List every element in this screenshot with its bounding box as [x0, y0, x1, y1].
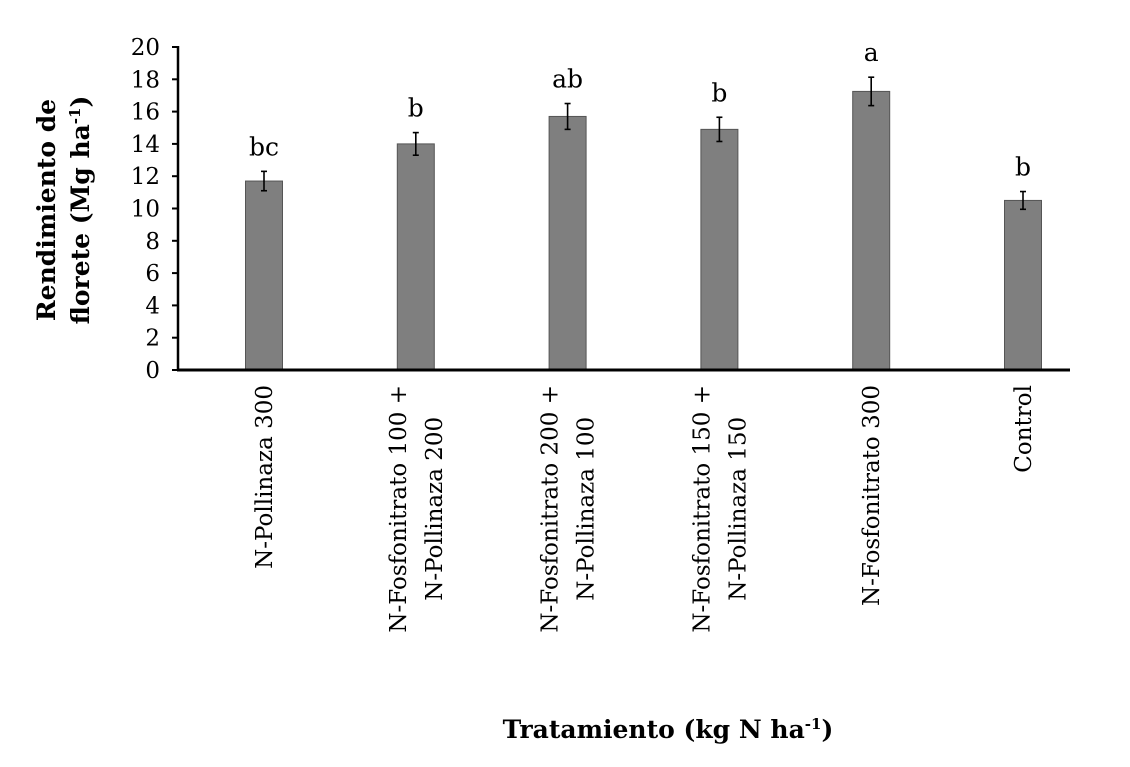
bar [396, 143, 435, 371]
y-tick-label: 4 [145, 293, 160, 319]
significance-letter: bc [249, 132, 279, 161]
category-label: N-Fosfonitrato 300 [859, 385, 885, 606]
bar [700, 128, 739, 371]
category-label: Control [1011, 385, 1037, 473]
x-axis-title: Tratamiento (kg N ha-1) [503, 715, 834, 744]
bar [852, 90, 891, 371]
significance-letter: b [1015, 153, 1031, 182]
category-label-line: N-Pollinaza 150 [725, 417, 751, 601]
category-label-line: N-Fosfonitrato 200 + [538, 385, 564, 633]
y-tick-label: 10 [131, 197, 160, 223]
y-axis-title-line2: florete (Mg ha-1) [66, 96, 95, 325]
y-tick-label: 14 [131, 132, 160, 158]
category-label: N-Fosfonitrato 150 + N-Pollinaza 150 [689, 385, 751, 633]
bar [548, 115, 587, 371]
category-label: N-Pollinaza 300 [252, 385, 278, 569]
category-label: N-Fosfonitrato 200 + N-Pollinaza 100 [538, 385, 600, 633]
category-label-line: N-Pollinaza 100 [574, 417, 600, 601]
y-tick-label: 8 [145, 229, 160, 255]
y-tick-label: 12 [131, 164, 160, 190]
y-tick-label: 0 [145, 358, 160, 384]
y-tick-label: 2 [145, 326, 160, 352]
significance-letter: b [408, 94, 424, 123]
category-label-line: N-Pollinaza 300 [252, 385, 278, 569]
category-label-line: N-Fosfonitrato 150 + [689, 385, 715, 633]
significance-letter: b [711, 78, 727, 107]
y-tick-label: 20 [131, 35, 160, 61]
y-axis-title-line1: Rendimiento de [32, 99, 61, 321]
category-label-line: Control [1011, 385, 1037, 473]
bar [1004, 199, 1042, 371]
category-label: N-Fosfonitrato 100 + N-Pollinaza 200 [386, 385, 448, 633]
category-label-line: N-Pollinaza 200 [422, 417, 448, 601]
significance-letter: a [864, 38, 879, 67]
bar [245, 180, 283, 371]
y-tick-label: 18 [131, 67, 160, 93]
significance-letter: ab [552, 65, 583, 94]
category-label-line: N-Fosfonitrato 100 + [386, 385, 412, 633]
y-tick-label: 6 [145, 261, 160, 287]
category-label-line: N-Fosfonitrato 300 [859, 385, 885, 606]
y-tick-label: 16 [131, 100, 160, 126]
